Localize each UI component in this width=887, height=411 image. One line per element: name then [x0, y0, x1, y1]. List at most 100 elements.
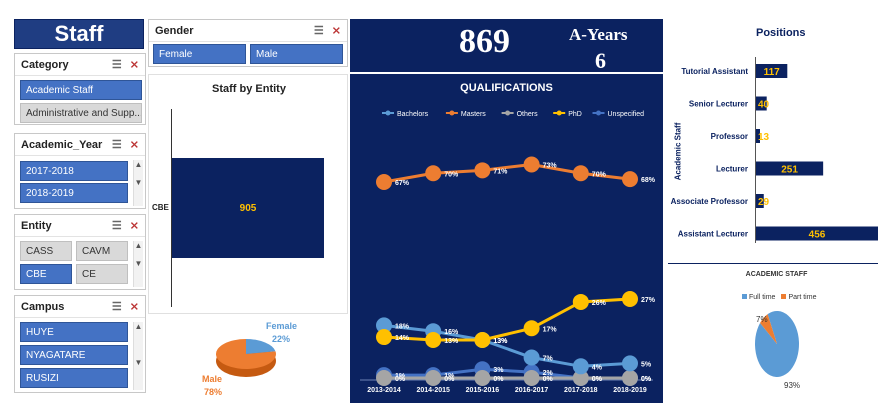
- gender-item-female[interactable]: Female: [153, 44, 246, 64]
- qual-data-label-phd: 13%: [444, 338, 459, 345]
- campus-slicer: Campus ☰ ⨯ HUYE NYAGATARE RUSIZI ▲ ▼: [14, 295, 146, 393]
- gender-pie-chart: Female 22% Male 78%: [148, 318, 348, 411]
- kpi-total: 869: [459, 23, 510, 60]
- qual-point-bachelors: [376, 317, 392, 334]
- qual-data-label-phd: 13%: [493, 338, 508, 345]
- year-scrollbar[interactable]: ▲ ▼: [133, 160, 143, 206]
- position-label: Lecturer: [716, 165, 748, 174]
- qual-x-tick-label: 2016-2017: [515, 387, 549, 394]
- multi-select-icon[interactable]: ☰: [111, 139, 122, 151]
- qual-point-others: [523, 370, 540, 386]
- qual-point-phd: [376, 329, 392, 346]
- qual-data-label-phd: 17%: [543, 326, 558, 333]
- staff-title: Staff: [54, 21, 104, 46]
- qual-data-label-masters: 67%: [395, 180, 410, 187]
- category-item-academic[interactable]: Academic Staff: [20, 80, 142, 100]
- category-slicer: Category ☰ ⨯ Academic Staff Administrativ…: [14, 53, 146, 125]
- position-label: Senior Lecturer: [689, 100, 748, 109]
- qual-point-masters: [376, 174, 392, 191]
- qual-data-label-others: 0%: [444, 376, 455, 383]
- qual-data-label-phd: 26%: [592, 300, 607, 307]
- multi-select-icon[interactable]: ☰: [111, 220, 122, 232]
- academic-year-slicer-header: Academic_Year ☰ ⨯: [15, 134, 145, 156]
- entity-item-cavm[interactable]: CAVM: [76, 241, 128, 261]
- multi-select-icon[interactable]: ☰: [111, 59, 122, 71]
- full-time-pct: 93%: [784, 381, 801, 390]
- legend-marker-masters: [449, 110, 455, 116]
- qual-data-label-bachelors: 4%: [592, 364, 603, 371]
- position-label: Professor: [711, 132, 748, 141]
- position-bar: [756, 226, 878, 241]
- year-item-2017-2018[interactable]: 2017-2018: [20, 161, 128, 181]
- entity-item-cbe[interactable]: CBE: [20, 264, 72, 284]
- positions-svg: Tutorial Assistant 117 Senior Lecturer 40 Pr…: [671, 64, 878, 241]
- position-bar: [756, 129, 760, 143]
- position-bar-value: 251: [781, 165, 798, 176]
- category-item-administrative[interactable]: Administrative and Supp...: [20, 103, 142, 123]
- qual-data-label-unspecified: 3%: [493, 367, 504, 374]
- entity-item-cass[interactable]: CASS: [20, 241, 72, 261]
- positions-title: Positions: [756, 27, 806, 39]
- clear-filter-icon[interactable]: ⨯: [331, 25, 341, 37]
- multi-select-icon[interactable]: ☰: [111, 301, 122, 313]
- qualifications-svg: Bachelors Masters Others PhD Unspecified 2013…: [360, 110, 656, 394]
- clear-filter-icon[interactable]: ⨯: [129, 59, 139, 71]
- entity-item-ce[interactable]: CE: [76, 264, 128, 284]
- positions-axis-line: [755, 57, 756, 243]
- qual-data-label-masters: 68%: [641, 177, 656, 184]
- entity-bar: 905: [172, 158, 324, 258]
- qual-point-others: [572, 370, 589, 386]
- gender-item-male[interactable]: Male: [250, 44, 343, 64]
- legend-part-time-label: Part time: [788, 294, 817, 301]
- entity-slicer-title: Entity: [21, 219, 52, 232]
- qual-x-tick-label: 2018-2019: [613, 387, 647, 394]
- position-bar-value: 13: [758, 132, 770, 143]
- clear-filter-icon[interactable]: ⨯: [129, 220, 139, 232]
- qual-data-label-bachelors: 18%: [395, 323, 410, 330]
- positions-chart: Positions Academic Staff Tutorial Assist…: [666, 19, 887, 259]
- entity-axis-line: [171, 109, 172, 307]
- year-item-2018-2019[interactable]: 2018-2019: [20, 183, 128, 203]
- position-label: Tutorial Assistant: [681, 67, 748, 76]
- campus-item-rusizi[interactable]: RUSIZI: [20, 368, 128, 388]
- qual-point-masters: [474, 162, 491, 179]
- campus-scrollbar[interactable]: ▲ ▼: [133, 322, 143, 390]
- gender-slicer-title: Gender: [155, 24, 194, 37]
- qual-data-label-bachelors: 16%: [444, 329, 459, 336]
- staff-by-entity-title: Staff by Entity: [212, 83, 286, 95]
- multi-select-icon[interactable]: ☰: [313, 25, 324, 37]
- campus-item-huye[interactable]: HUYE: [20, 322, 128, 342]
- qual-data-label-bachelors: 7%: [543, 356, 554, 363]
- clear-filter-icon[interactable]: ⨯: [129, 139, 139, 151]
- qual-data-label-unspecified: 0%: [641, 376, 652, 383]
- kpi-years-label: A-Years: [569, 25, 628, 44]
- campus-item-nyagatare[interactable]: NYAGATARE: [20, 345, 128, 365]
- part-time-pct: 7%: [756, 315, 768, 324]
- academic-staff-legend: Full time Part time: [742, 294, 816, 301]
- qual-data-label-masters: 71%: [493, 168, 508, 175]
- gender-male-pct: 78%: [204, 387, 223, 397]
- entity-slicer: Entity ☰ ⨯ CASS CAVM CBE CE ▲ ▼: [14, 214, 146, 290]
- qual-line-bachelors: [383, 323, 631, 368]
- qual-point-phd: [622, 291, 638, 308]
- qual-point-others: [474, 370, 491, 386]
- qual-point-phd: [523, 320, 540, 337]
- legend-label-unspecified: Unspecified: [608, 111, 645, 118]
- entity-scrollbar[interactable]: ▲ ▼: [133, 241, 143, 287]
- gender-male-label: Male: [202, 374, 223, 384]
- qual-point-bachelors: [622, 355, 638, 372]
- gender-pie-svg: [216, 339, 276, 377]
- qualifications-chart: QUALIFICATIONS Bachelors Masters Others PhD…: [350, 74, 663, 403]
- qual-point-masters: [572, 165, 589, 182]
- category-slicer-header: Category ☰ ⨯: [15, 54, 145, 76]
- position-label: Associate Professor: [671, 197, 748, 206]
- qual-data-label-masters: 73%: [543, 162, 558, 169]
- gender-female-pct: 22%: [272, 334, 291, 344]
- legend-full-time: Full time: [742, 294, 775, 301]
- clear-filter-icon[interactable]: ⨯: [129, 301, 139, 313]
- qual-point-masters: [622, 171, 638, 188]
- qual-point-phd: [572, 293, 589, 310]
- qual-point-others: [622, 370, 638, 386]
- qual-data-label-unspecified: 2%: [543, 370, 554, 377]
- kpi-panel: 869 A-Years 6: [350, 19, 663, 73]
